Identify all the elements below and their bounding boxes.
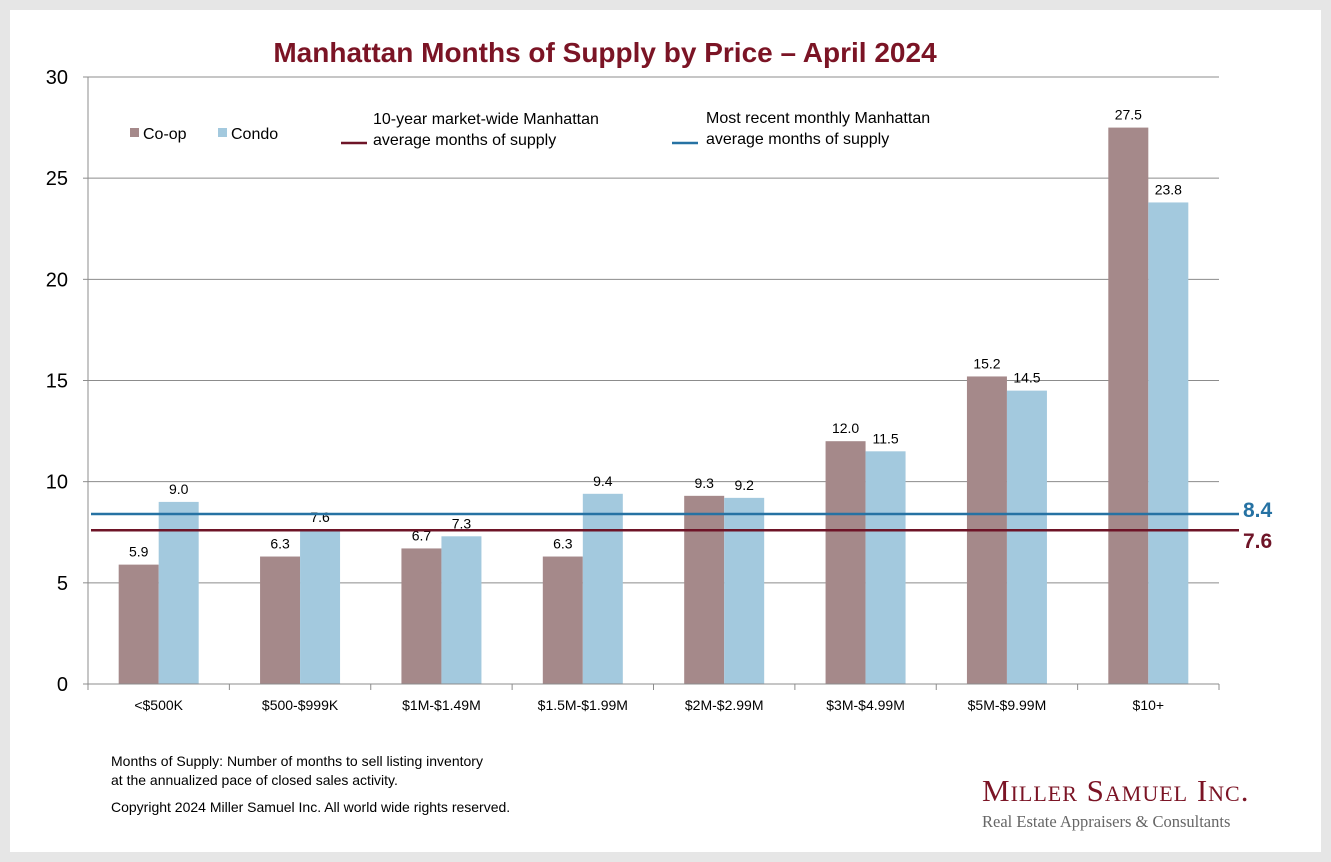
y-tick-label: 15 [46,371,68,393]
x-tick-label: $2M-$2.99M [685,697,764,713]
y-tick-label: 30 [46,67,68,89]
condo-data-label: 14.5 [1013,370,1040,386]
y-tick-label: 0 [57,674,68,696]
coop-data-label: 27.5 [1115,107,1142,123]
condo-data-label: 11.5 [872,430,898,446]
monthly-average-value: 8.4 [1243,499,1273,522]
coop-bar [542,556,583,684]
x-tick-label: <$500K [134,697,183,713]
coop-bar [684,495,725,684]
y-tick-label: 25 [46,168,68,190]
x-tick-label: $1.5M-$1.99M [538,697,628,713]
condo-data-label: 7.3 [452,515,472,531]
condo-data-label: 23.8 [1155,181,1182,197]
coop-bar [260,556,301,684]
grid-lines [88,76,1219,584]
y-tick-label: 10 [46,472,68,494]
chart-svg: Manhattan Months of Supply by Price – Ap… [46,37,1273,713]
condo-bar [158,501,199,684]
legend-label-condo: Condo [231,126,278,143]
x-tick-label: $5M-$9.99M [968,697,1047,713]
definition-line-1: Months of Supply: Number of months to se… [111,753,483,769]
coop-data-label: 12.0 [832,420,859,436]
y-tick-label: 20 [46,269,68,291]
logo-tagline: Real Estate Appraisers & Consultants [982,812,1231,831]
y-tick-label: 5 [57,573,68,595]
coop-data-label: 5.9 [129,544,149,560]
logo-name: Miller Samuel Inc. [982,773,1250,808]
coop-data-label: 15.2 [973,355,1000,371]
coop-data-label: 6.3 [270,536,290,552]
x-tick-label: $3M-$4.99M [826,697,905,713]
condo-bar [582,493,623,684]
legend: Co-op Condo 10-year market-wide Manhatta… [130,110,930,149]
x-tick-label: $500-$999K [262,697,339,713]
condo-bar [1148,202,1189,685]
copyright-text: Copyright 2024 Miller Samuel Inc. All wo… [111,799,511,815]
condo-bar [300,530,341,684]
coop-data-label: 6.3 [553,536,573,552]
definition-line-2: at the annualized pace of closed sales a… [111,772,398,788]
coop-bar [1108,127,1149,685]
legend-swatch-condo [218,128,227,137]
y-axis: 0 5 10 15 20 25 30 [46,67,89,696]
legend-label-ten-year-2: average months of supply [373,132,556,149]
coop-data-label: 9.3 [694,475,714,491]
condo-bar [865,451,906,684]
bars: 5.99.06.37.66.77.36.39.4 9.3 9.212.011.515… [118,107,1189,685]
legend-swatch-coop [130,128,139,137]
x-tick-label: $10+ [1133,697,1165,713]
coop-bar [118,564,159,684]
condo-data-label: 7.6 [310,509,330,525]
company-logo: Miller Samuel Inc. Real Estate Appraiser… [982,774,1272,832]
ten-year-average-value: 7.6 [1243,530,1272,553]
condo-data-label: 9.2 [734,477,754,493]
condo-bar [1006,390,1047,684]
condo-data-label: 9.4 [593,473,613,489]
coop-bar [825,441,866,684]
reference-lines: 7.6 8.4 [91,499,1273,553]
legend-label-monthly-2: average months of supply [706,131,889,148]
legend-label-ten-year-1: 10-year market-wide Manhattan [373,111,599,128]
coop-bar [401,548,442,684]
legend-label-monthly-1: Most recent monthly Manhattan [706,110,930,127]
condo-bar [724,497,765,684]
chart-title: Manhattan Months of Supply by Price – Ap… [273,37,937,68]
condo-bar [441,536,482,684]
chart-frame: Manhattan Months of Supply by Price – Ap… [10,10,1321,852]
condo-data-label: 9.0 [169,481,189,497]
x-axis: <$500K $500-$999K $1M-$1.49M $1.5M-$1.99M $2… [87,683,1220,713]
legend-label-coop: Co-op [143,126,187,143]
x-tick-label: $1M-$1.49M [402,697,481,713]
